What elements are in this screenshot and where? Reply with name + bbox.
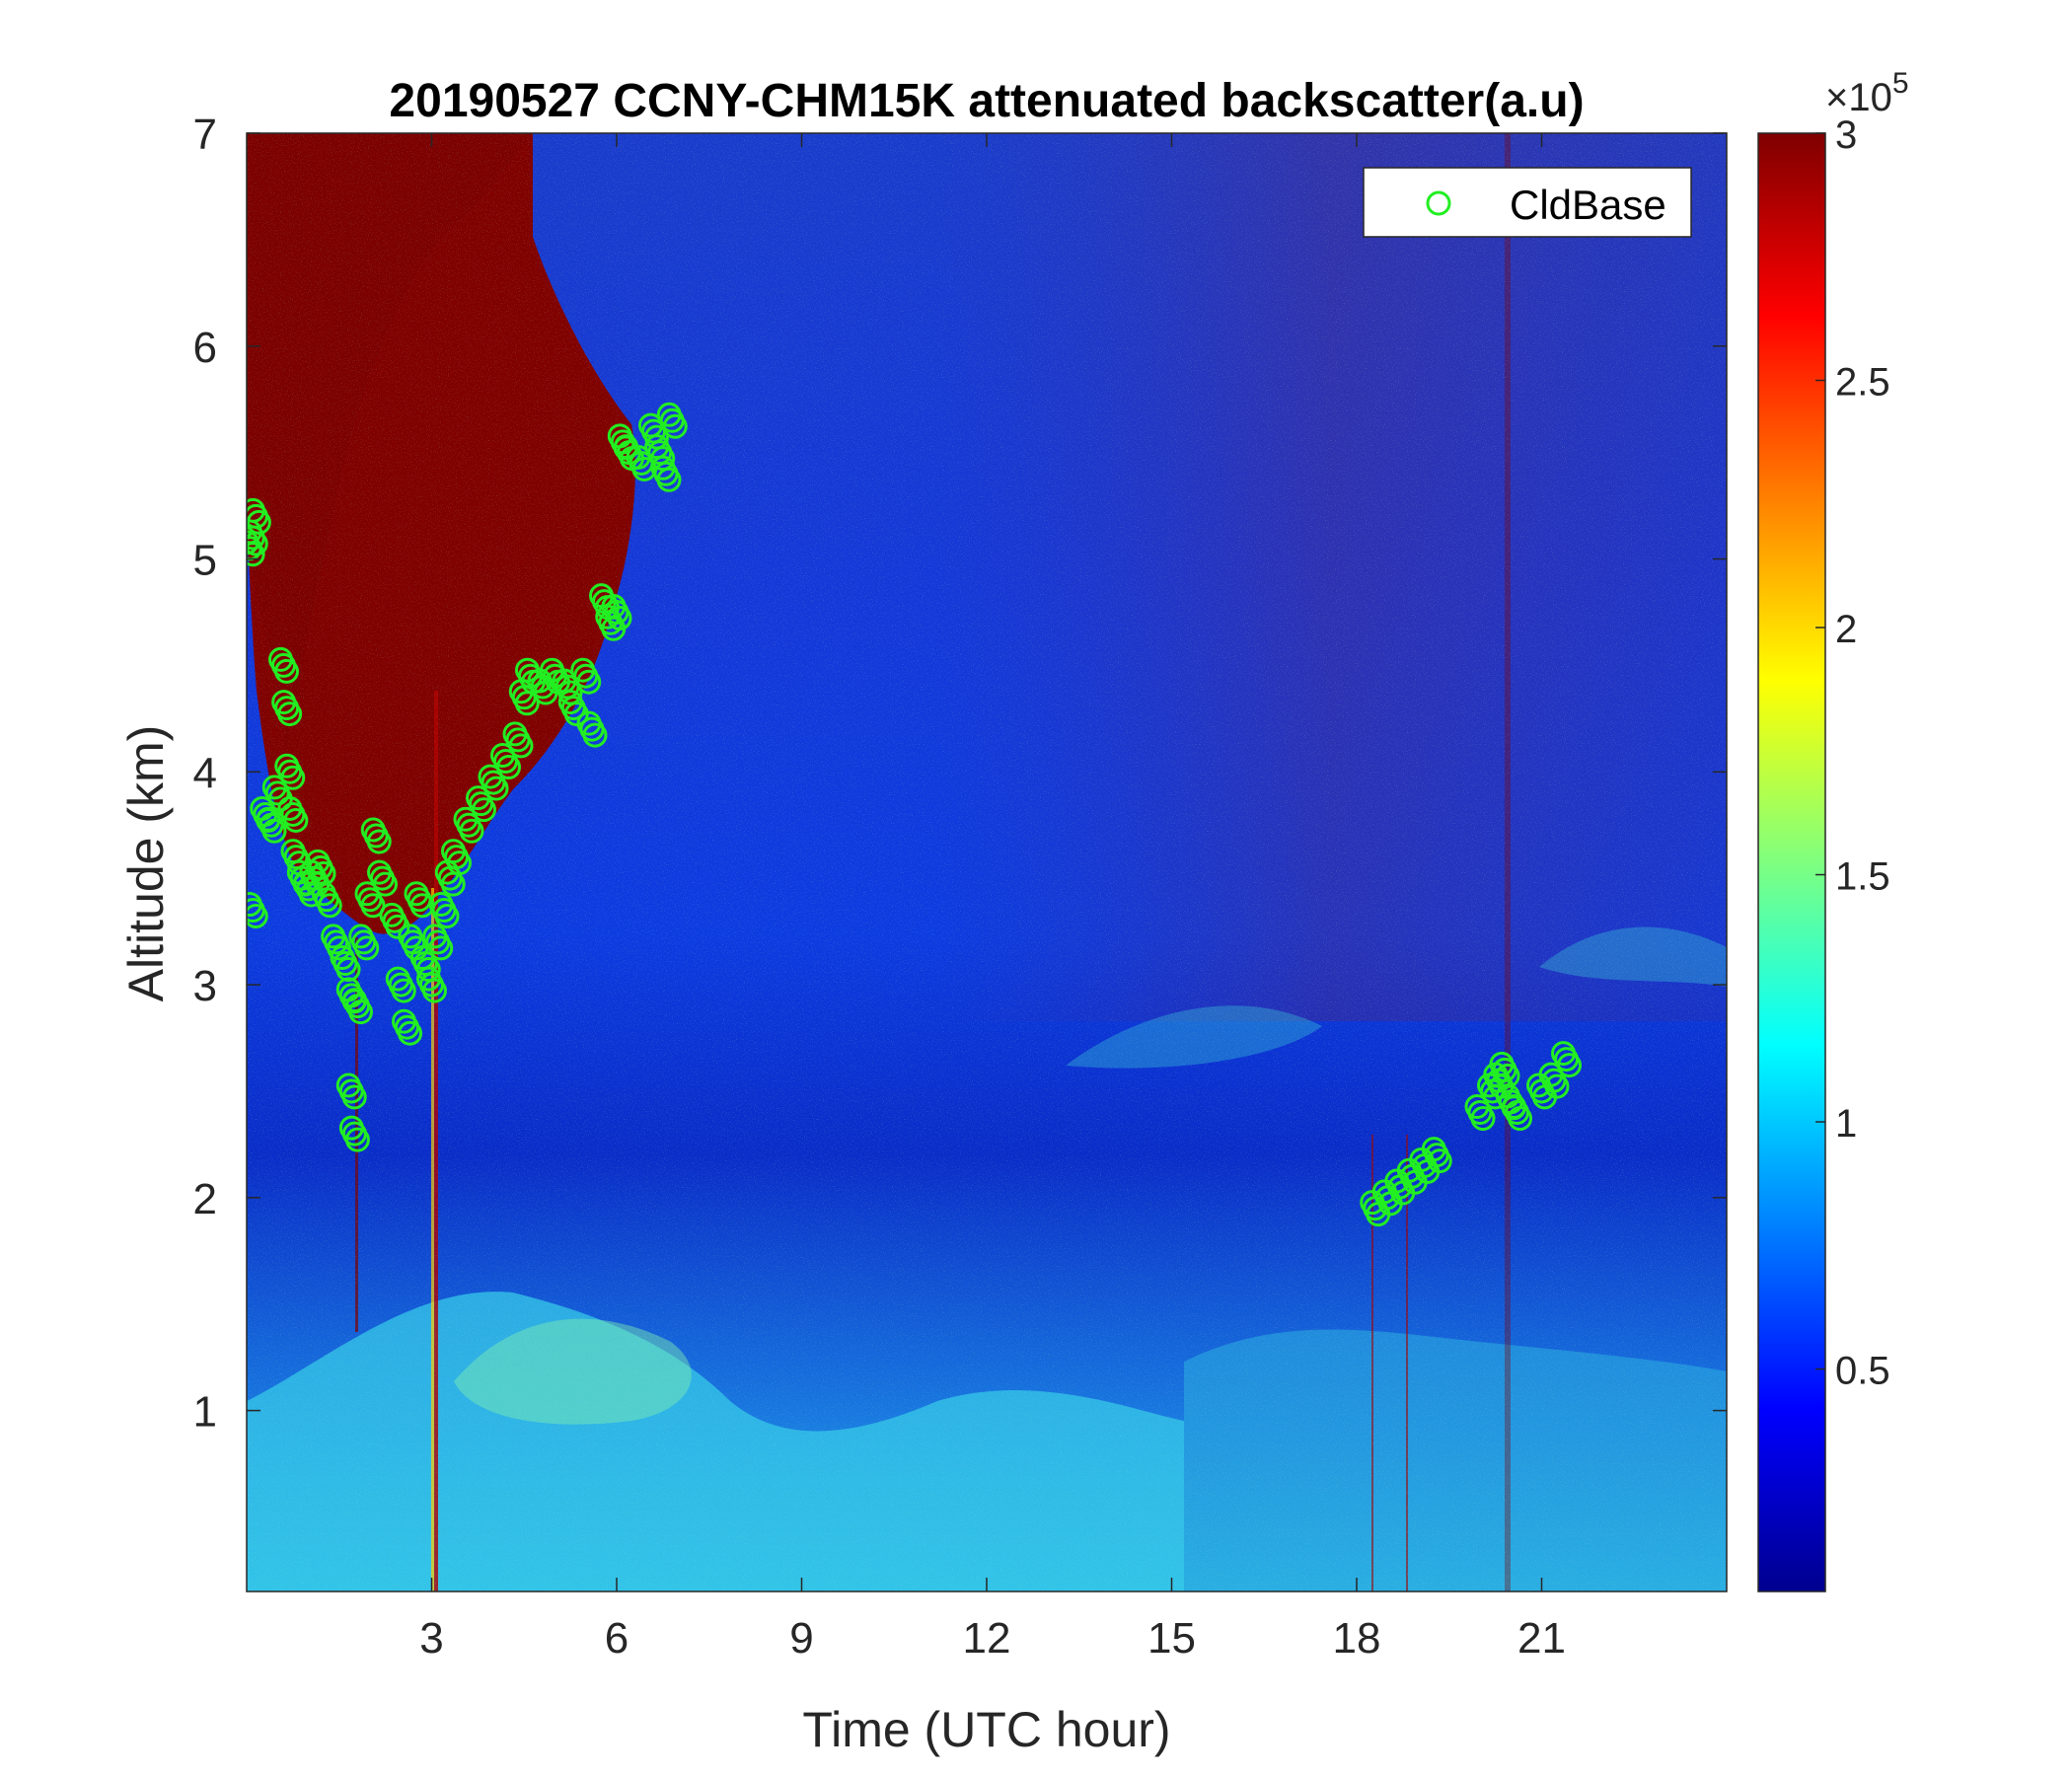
cldbase-point: [348, 999, 373, 1025]
cldbase-point: [582, 722, 608, 748]
y-tick-label: 5: [193, 537, 217, 585]
y-tick-label: 6: [193, 324, 217, 372]
colorbar-gradient: [1757, 132, 1826, 1592]
x-axis-label: Time (UTC hour): [802, 1702, 1170, 1757]
cldbase-point: [1508, 1106, 1532, 1132]
cldbase-point: [607, 605, 632, 630]
cldbase-point: [459, 818, 484, 844]
x-tick-label: 6: [605, 1614, 629, 1663]
x-tick-label: 15: [1147, 1614, 1196, 1663]
y-tick-label: 3: [193, 962, 217, 1010]
colorbar-tick-label: 2.5: [1835, 361, 1890, 405]
legend-marker-cldbase: [1426, 190, 1451, 216]
colorbar: 0.5 1 1.5 2 2.5 3 ×105: [1757, 67, 1909, 1592]
cldbase-point: [391, 978, 416, 1003]
cldbase-point: [398, 1020, 422, 1046]
x-tick-label: 18: [1333, 1614, 1381, 1663]
cldbase-point: [508, 733, 534, 759]
x-axis-ticks: 3 6 9 12 15 18 21: [419, 133, 1566, 1663]
cldbase-point: [354, 935, 380, 961]
heatmap-field: [247, 133, 1727, 1591]
y-axis-label: Altitude (km): [118, 725, 174, 1002]
y-tick-label: 7: [193, 111, 217, 159]
y-tick-label: 1: [193, 1388, 217, 1437]
x-tick-label: 3: [419, 1614, 443, 1663]
chart-title: 20190527 CCNY-CHM15K attenuated backscat…: [389, 75, 1584, 127]
y-axis-ticks: 1 2 3 4 5 6 7: [193, 111, 1727, 1437]
cldbase-point: [341, 1084, 367, 1110]
colorbar-tick-label: 3: [1835, 113, 1857, 157]
y-tick-label: 4: [193, 749, 217, 797]
cldbase-point: [283, 807, 309, 833]
y-tick-label: 2: [193, 1175, 217, 1223]
cldbase-point: [662, 413, 688, 439]
cldbase-point: [261, 818, 287, 844]
cldbase-point: [274, 658, 299, 684]
cldbase-point: [472, 797, 496, 823]
cldbase-point: [496, 755, 521, 780]
colorbar-tick-label: 2: [1835, 608, 1857, 651]
cldbase-point: [247, 904, 268, 929]
x-tick-label: 21: [1517, 1614, 1566, 1663]
cldbase-point: [428, 935, 454, 961]
cldbase-point: [277, 702, 303, 727]
cldbase-point: [335, 956, 361, 982]
cldbase-point: [483, 776, 509, 801]
cldbase-point: [656, 467, 682, 492]
colorbar-exponent: ×105: [1825, 67, 1909, 119]
cldbase-point: [1427, 1148, 1452, 1174]
cldbase-point: [1470, 1106, 1496, 1132]
cldbase-point: [311, 860, 336, 886]
cldbase-point: [1544, 1073, 1570, 1099]
cldbase-point: [1557, 1053, 1582, 1078]
cldbase-point: [366, 829, 392, 854]
cldbase-point: [317, 893, 342, 919]
cldbase-point: [373, 871, 398, 897]
legend-label-cldbase: CldBase: [1510, 182, 1666, 228]
legend: CldBase: [1363, 167, 1692, 238]
cldbase-point: [247, 509, 271, 535]
cldbase-point: [422, 978, 447, 1003]
cldbase-point: [1495, 1063, 1520, 1088]
x-tick-label: 12: [963, 1614, 1011, 1663]
cldbase-series: [247, 402, 1582, 1227]
cldbase-point: [280, 765, 306, 790]
x-tick-label: 9: [789, 1614, 813, 1663]
colorbar-tick-label: 1: [1835, 1102, 1857, 1146]
colorbar-ticks: 0.5 1 1.5 2 2.5 3: [1815, 113, 1890, 1393]
colorbar-tick-label: 0.5: [1835, 1350, 1890, 1393]
cldbase-point: [576, 669, 602, 695]
cldbase-point: [344, 1127, 370, 1152]
colorbar-tick-label: 1.5: [1835, 855, 1890, 899]
cldbase-point: [434, 904, 460, 929]
cldbase-point: [447, 851, 472, 876]
